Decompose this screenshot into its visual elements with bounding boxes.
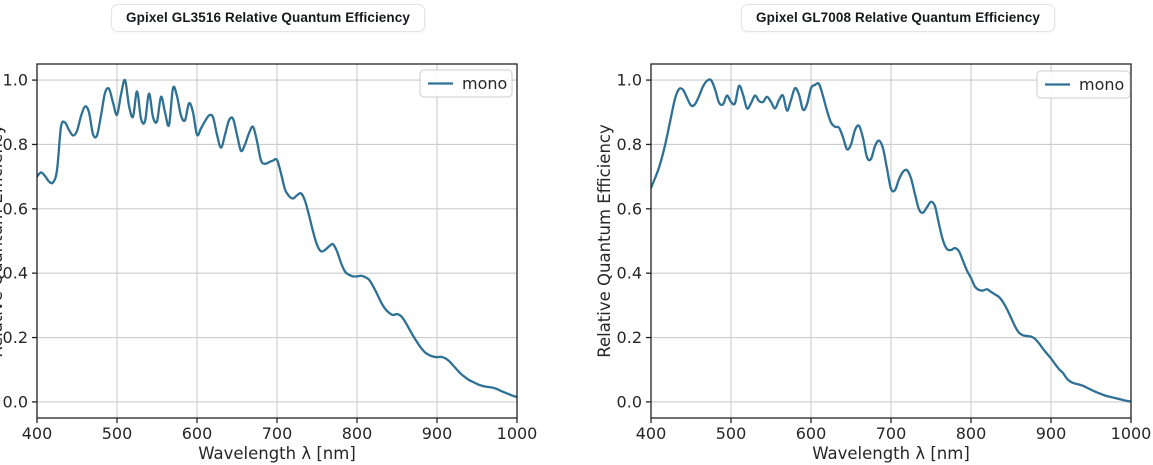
x-tick-label: 900 (1036, 424, 1067, 443)
y-axis-label: Relative Quantum Efficiency (0, 124, 6, 358)
y-tick-label: 0.8 (3, 135, 28, 154)
y-tick-label: 0.4 (617, 264, 642, 283)
x-tick-label: 800 (342, 424, 373, 443)
x-tick-label: 900 (422, 424, 453, 443)
y-tick-label: 1.0 (3, 71, 28, 90)
x-tick-label: 600 (182, 424, 213, 443)
y-axis-label: Relative Quantum Efficiency (595, 124, 614, 358)
legend-box (419, 69, 513, 98)
qe-curve-mono (37, 78, 517, 399)
x-tick-label: 1000 (497, 424, 538, 443)
legend-label-mono: mono (1079, 75, 1124, 94)
y-tick-label: 0.6 (3, 199, 28, 218)
legend-box (1036, 70, 1131, 99)
x-tick-label: 1000 (1111, 424, 1152, 443)
qe-curve-mono (651, 78, 1131, 403)
x-axis-label: Wavelength λ [nm] (812, 444, 970, 463)
x-tick-label: 400 (22, 424, 53, 443)
subplot-1: 400 500 600 700 800 900 1000 0.0 0.2 0.4 0.6 0.8 1.0… (595, 63, 1152, 463)
chart-title-gl3516: Gpixel GL3516 Relative Quantum Efficienc… (111, 4, 425, 32)
y-tick-label: 0.0 (3, 392, 28, 411)
x-axis-label: Wavelength λ [nm] (198, 444, 356, 463)
x-tick-label: 700 (262, 424, 293, 443)
y-tick-label: 0.8 (617, 135, 642, 154)
subplot-0: 400 500 600 700 800 900 1000 0.0 0.2 0.4 0.6 0.8 1.0… (0, 63, 538, 463)
x-tick-label: 500 (716, 424, 747, 443)
chart-title-gl7008: Gpixel GL7008 Relative Quantum Efficienc… (741, 4, 1055, 32)
x-tick-label: 600 (796, 424, 827, 443)
x-tick-label: 400 (636, 424, 667, 443)
y-tick-label: 1.0 (617, 71, 642, 90)
legend-label-mono: mono (462, 74, 507, 93)
y-tick-label: 0.6 (617, 199, 642, 218)
x-tick-label: 700 (876, 424, 907, 443)
y-tick-label: 0.0 (617, 392, 642, 411)
y-tick-label: 0.2 (617, 328, 642, 347)
x-tick-label: 500 (102, 424, 133, 443)
y-tick-label: 0.4 (3, 264, 28, 283)
x-tick-label: 800 (956, 424, 987, 443)
y-tick-label: 0.2 (3, 328, 28, 347)
